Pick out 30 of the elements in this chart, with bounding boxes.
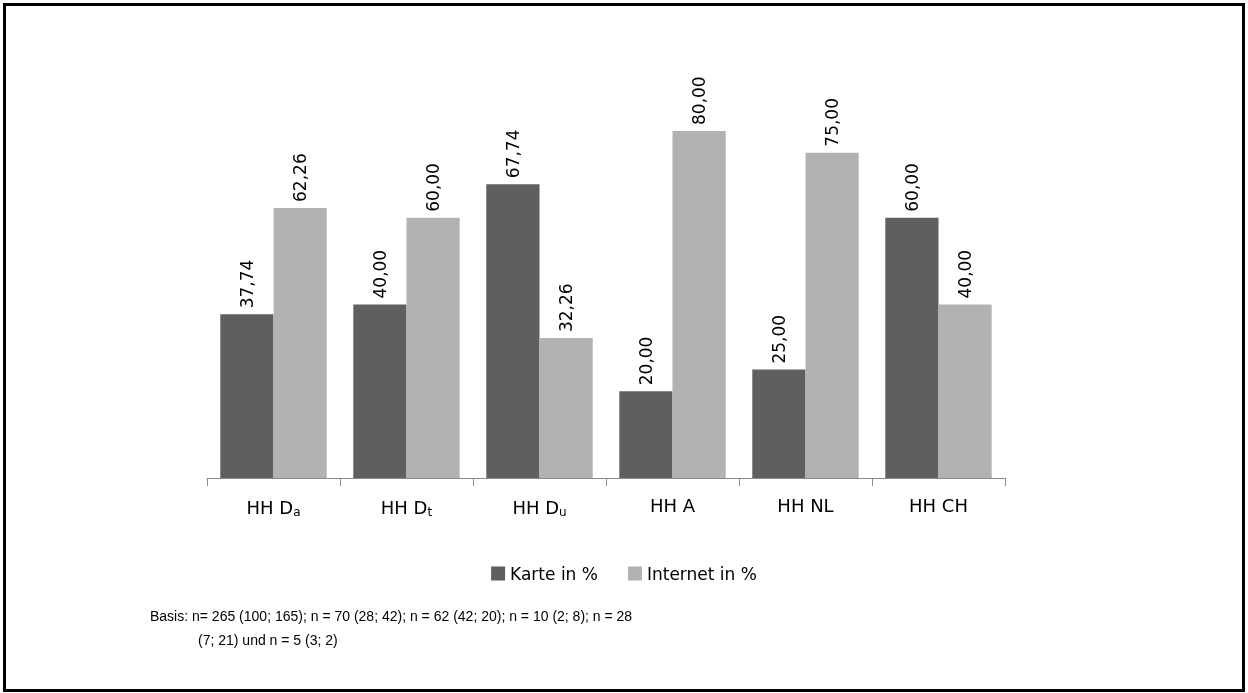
x-tick-label: HH NL xyxy=(777,494,834,516)
data-label: 62,26 xyxy=(290,153,311,202)
bar xyxy=(486,184,540,478)
legend-label: Internet in % xyxy=(646,563,757,584)
data-label: 80,00 xyxy=(689,76,710,125)
data-label: 75,00 xyxy=(822,98,843,147)
data-label: 25,00 xyxy=(768,314,789,364)
x-tick-label: HH CH xyxy=(909,494,968,516)
bar xyxy=(406,217,460,478)
data-label: 32,26 xyxy=(556,283,577,333)
data-label: 60,00 xyxy=(901,163,922,212)
bar xyxy=(752,369,806,478)
bar xyxy=(273,207,327,478)
bar xyxy=(805,152,859,478)
data-label: 60,00 xyxy=(423,163,444,212)
x-tick-label: HH A xyxy=(649,494,696,516)
legend-label: Karte in % xyxy=(510,563,598,584)
bar xyxy=(619,391,673,478)
data-label: 40,00 xyxy=(369,249,390,299)
text: Basis: n= 265 (100; 165); n = 70 (28; 42); n = 62 (42; 20); n = 10 (2; 8); n = 28 (7; 21) und n = 5 (3; 2) xyxy=(150,607,634,650)
bar xyxy=(938,304,992,478)
bar xyxy=(885,217,939,478)
data-label: 37,74 xyxy=(236,259,257,309)
data-label: 40,00 xyxy=(955,249,976,299)
data-label: 67,74 xyxy=(502,129,523,179)
bar xyxy=(672,131,726,478)
bar xyxy=(220,314,274,478)
bar xyxy=(539,338,593,478)
data-label: 20,00 xyxy=(635,336,656,386)
bar xyxy=(353,304,407,478)
